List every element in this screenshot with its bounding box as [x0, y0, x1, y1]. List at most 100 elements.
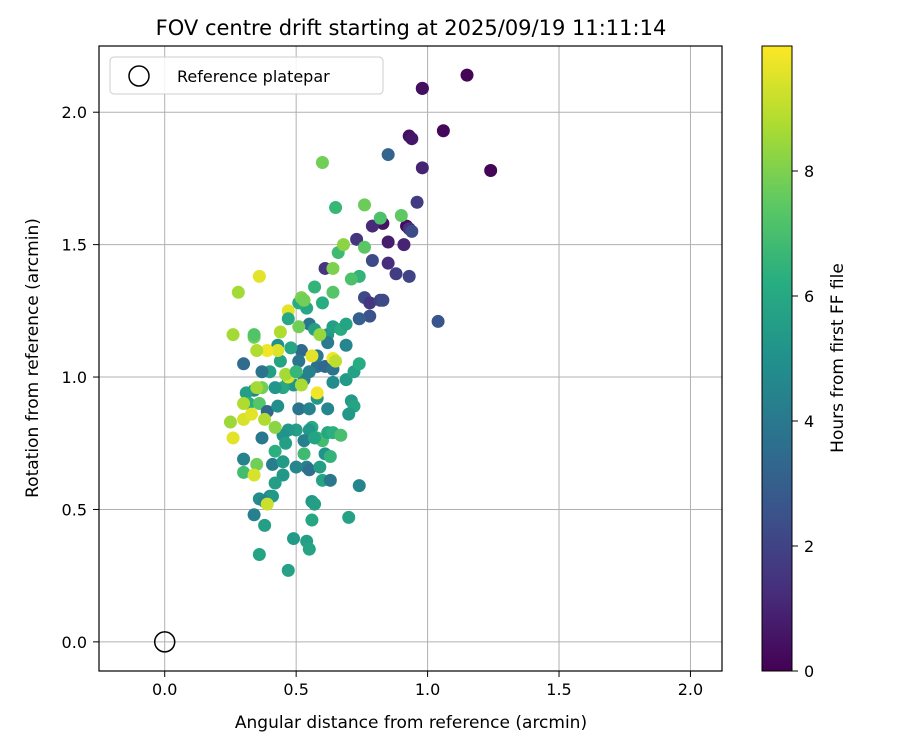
data-point	[305, 513, 319, 527]
data-point	[302, 402, 316, 416]
data-point	[258, 518, 272, 532]
data-point	[260, 497, 274, 511]
data-point	[292, 320, 306, 334]
data-point	[231, 285, 245, 299]
data-point	[247, 468, 261, 482]
data-point	[431, 314, 445, 328]
data-point	[250, 344, 264, 358]
data-point	[394, 208, 408, 222]
data-point	[381, 256, 395, 270]
legend: Reference platepar	[109, 56, 384, 95]
y-tick-label: 0.5	[62, 500, 87, 519]
data-point	[268, 476, 282, 490]
data-point	[350, 232, 364, 246]
data-point	[271, 399, 285, 413]
y-tick-label: 1.0	[62, 368, 87, 387]
data-point	[294, 378, 308, 392]
data-point	[305, 349, 319, 363]
data-point	[339, 338, 353, 352]
data-point	[292, 354, 306, 368]
data-point	[294, 344, 308, 358]
data-point	[315, 156, 329, 170]
data-point	[271, 344, 285, 358]
data-point	[308, 497, 322, 511]
data-point	[250, 457, 264, 471]
data-point	[315, 296, 329, 310]
data-point	[336, 238, 350, 252]
data-point	[381, 148, 395, 162]
x-axis-ticks: 0.0 0.5 1.0 1.5 2.0	[152, 671, 703, 699]
data-point	[460, 68, 474, 82]
data-point	[365, 219, 379, 233]
colorbar-tick-label: 6	[804, 287, 814, 306]
data-point	[357, 240, 371, 254]
data-point	[415, 81, 429, 95]
plot-frame	[98, 45, 723, 672]
data-point	[357, 198, 371, 212]
data-point	[323, 473, 337, 487]
data-point	[279, 436, 293, 450]
data-point	[310, 386, 324, 400]
x-tick-label: 0.0	[152, 680, 177, 699]
data-point	[339, 317, 353, 331]
data-point	[297, 293, 311, 307]
chart-title: FOV centre drift starting at 2025/09/19 …	[156, 16, 667, 40]
colorbar-tick-label: 4	[804, 412, 814, 431]
x-tick-label: 1.5	[546, 680, 571, 699]
colorbar-label: Hours from first FF file	[828, 263, 848, 453]
data-point	[237, 357, 251, 371]
y-tick-label: 0.0	[62, 633, 87, 652]
data-point	[276, 468, 290, 482]
legend-entry-reference: Reference platepar	[177, 67, 330, 86]
data-point	[292, 402, 306, 416]
y-axis-ticks: 0.0 0.5 1.0 1.5 2.0	[62, 103, 99, 652]
data-point	[226, 431, 240, 445]
data-point	[289, 365, 303, 379]
data-point	[252, 547, 266, 561]
data-point	[250, 381, 264, 395]
data-point	[389, 267, 403, 281]
data-point	[405, 132, 419, 146]
data-point	[284, 341, 298, 355]
data-point	[289, 460, 303, 474]
data-point	[402, 269, 416, 283]
data-point	[352, 357, 366, 371]
data-point	[237, 452, 251, 466]
data-point	[297, 434, 311, 448]
data-point	[365, 254, 379, 268]
data-point	[342, 510, 356, 524]
grid	[99, 46, 722, 671]
data-point	[287, 532, 301, 546]
data-point	[252, 397, 266, 411]
data-point	[252, 269, 266, 283]
colorbar-tick-label: 2	[804, 537, 814, 556]
data-point	[273, 354, 287, 368]
data-point	[223, 415, 237, 429]
data-point	[244, 407, 258, 421]
data-point	[376, 293, 390, 307]
data-point	[342, 407, 356, 421]
data-point	[397, 238, 411, 252]
colorbar-tick-label: 8	[804, 162, 814, 181]
data-point	[281, 563, 295, 577]
data-point	[321, 336, 335, 350]
data-point	[265, 457, 279, 471]
colorbar-tick-label: 0	[804, 662, 814, 681]
data-point	[405, 224, 419, 238]
x-axis-label: Angular distance from reference (arcmin)	[235, 713, 587, 733]
legend-marker-icon	[128, 65, 150, 87]
data-point	[302, 463, 316, 477]
data-point	[352, 479, 366, 493]
data-point	[308, 280, 322, 294]
data-point	[255, 431, 269, 445]
data-point	[410, 195, 424, 209]
data-point	[313, 460, 327, 474]
data-point	[373, 211, 387, 225]
data-point	[302, 542, 316, 556]
y-axis-label: Rotation from reference (arcmin)	[23, 218, 43, 498]
data-point	[273, 325, 287, 339]
data-points	[223, 68, 498, 577]
data-point	[260, 344, 274, 358]
data-point	[247, 328, 261, 342]
